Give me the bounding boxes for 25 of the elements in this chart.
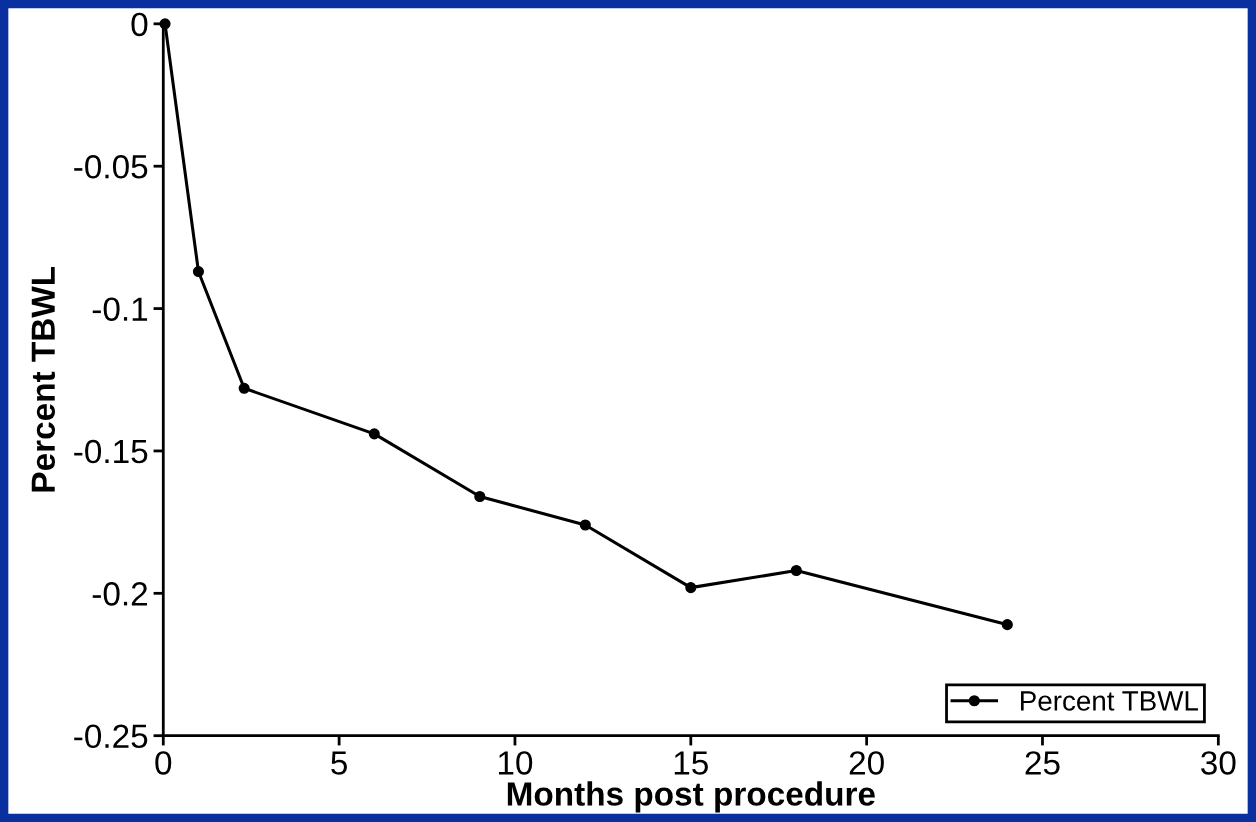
x-tick-label: 5 — [331, 751, 347, 775]
point — [192, 266, 205, 278]
point — [474, 490, 486, 503]
x-tick-label: 20 — [849, 751, 884, 775]
x-tick-label: 25 — [1025, 751, 1060, 775]
x-tick-label: 15 — [674, 751, 708, 775]
point — [368, 428, 380, 440]
point — [579, 519, 591, 531]
x-tick-label: 0 — [155, 751, 172, 775]
y-tick-label: 0 — [131, 12, 148, 37]
y-tick-label: -0.1 — [92, 297, 148, 321]
x-axis-title: Months post procedure — [507, 781, 875, 813]
point — [685, 582, 697, 594]
point — [159, 18, 171, 30]
legend-label: Percent TBWL — [1021, 691, 1198, 711]
y-tick-label: -0.15 — [74, 439, 148, 464]
y-tick-label: -0.05 — [74, 155, 148, 179]
x-tick-label: 30 — [1201, 751, 1236, 775]
point — [238, 382, 250, 394]
point — [790, 564, 802, 577]
point — [1001, 619, 1013, 631]
y-tick-label: -0.2 — [92, 582, 148, 606]
y-tick-label: -0.25 — [74, 724, 148, 749]
x-tick-label: 10 — [498, 751, 533, 775]
y-axis-title: Percent TBWL — [31, 266, 56, 492]
